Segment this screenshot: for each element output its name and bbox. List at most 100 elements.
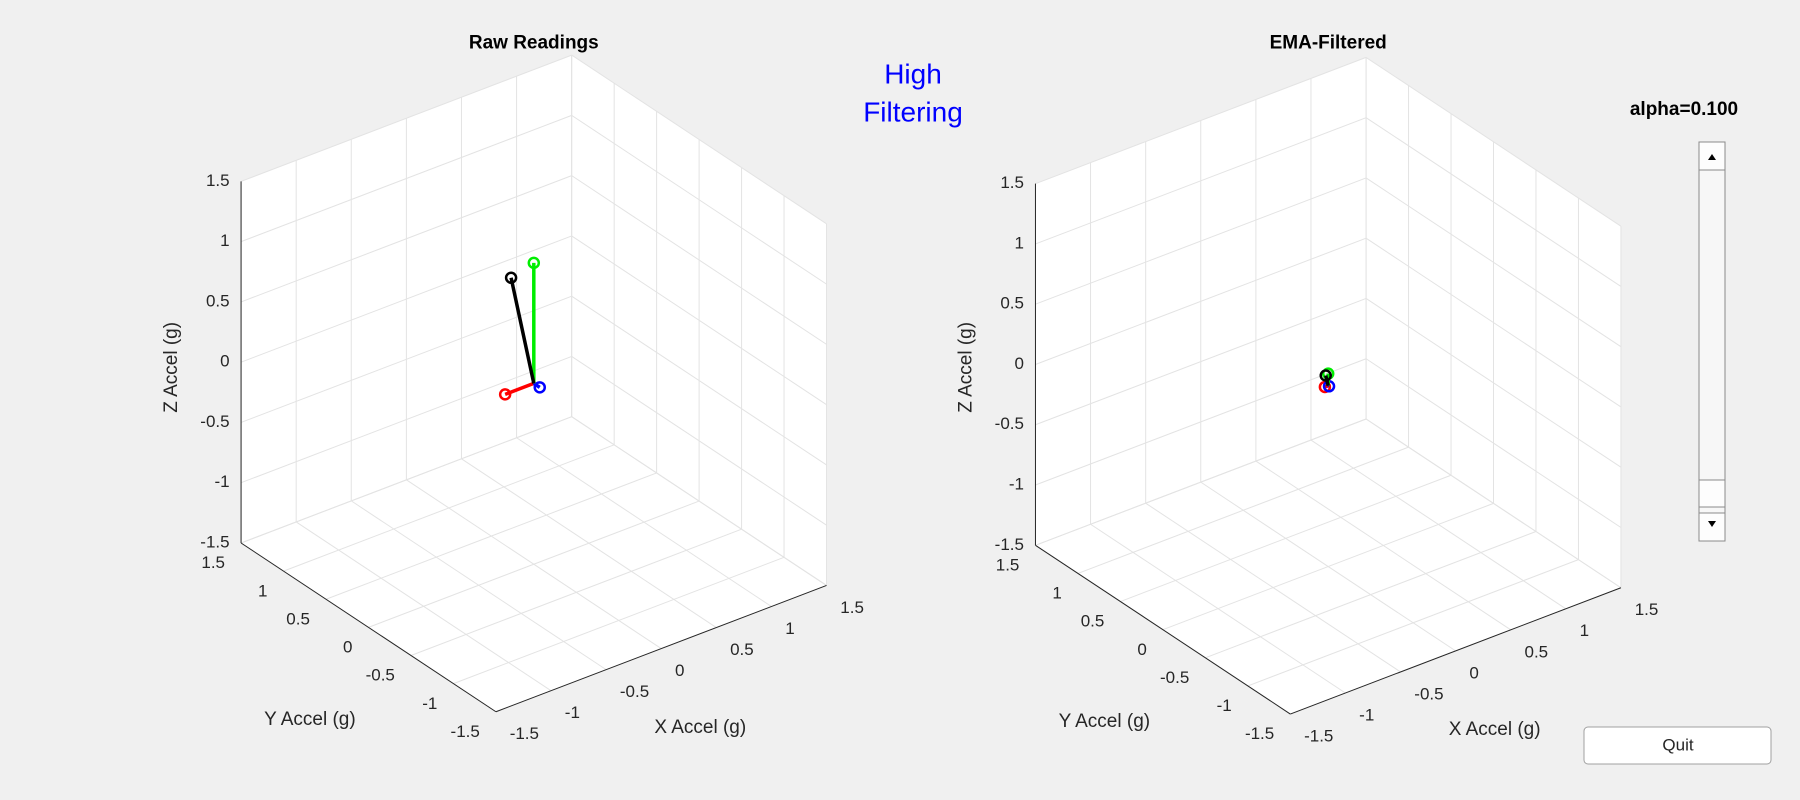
x-tick-label: 0	[1469, 663, 1478, 682]
vector-tip	[527, 256, 541, 270]
y-tick-label: -1	[422, 694, 437, 713]
x-tick-label: 1	[1580, 621, 1589, 640]
grid-line	[1365, 177, 1622, 348]
x-tick-label: -1	[1359, 705, 1374, 724]
y-tick-label: -1.5	[451, 722, 480, 741]
axes-3d: -1.5-1-0.500.511.5-1.5-1-0.500.511.5-1.5…	[956, 33, 1659, 746]
x-tick-label: 1	[785, 619, 794, 638]
z-tick-label: 0	[1015, 354, 1024, 373]
grid-line	[453, 556, 785, 685]
z-tick-label: -1.5	[200, 532, 229, 551]
x-tick-label: -1	[565, 703, 580, 722]
grid-line	[571, 54, 827, 225]
grid-line	[571, 235, 827, 406]
y-axis-label: Y Accel (g)	[1059, 711, 1151, 732]
z-tick-label: 1	[1015, 233, 1024, 252]
grid-line	[1247, 559, 1579, 687]
y-tick-label: 1.5	[996, 555, 1020, 574]
grid-line	[1365, 56, 1622, 227]
vector-line	[1324, 384, 1329, 389]
grid-line	[1035, 298, 1367, 426]
slider-thumb[interactable]	[1698, 479, 1726, 508]
vector-tip	[1319, 369, 1332, 382]
y-tick-label: 1	[1052, 584, 1061, 603]
grid-line	[1035, 177, 1367, 305]
z-tick-label: 1.5	[1000, 173, 1024, 192]
slider-label: alpha=0.100	[1630, 99, 1738, 120]
z-axis-label: Z Accel (g)	[956, 322, 977, 413]
grid-line	[240, 175, 572, 303]
grid-line	[1035, 418, 1367, 546]
vector-tip	[498, 388, 512, 401]
grid-line	[1365, 117, 1622, 287]
z-tick-label: 1.5	[206, 171, 230, 190]
x-tick-label: -1.5	[1304, 726, 1333, 745]
y-tick-label: 0	[1137, 640, 1146, 659]
grid-line	[1365, 237, 1622, 408]
x-tick-label: -0.5	[1414, 684, 1443, 703]
x-tick-label: 0.5	[1524, 642, 1548, 661]
grid-line	[1205, 531, 1537, 659]
arrow-icon	[1708, 154, 1716, 160]
axis-line	[1290, 587, 1622, 715]
x-tick-label: 1.5	[1635, 600, 1659, 619]
y-tick-label: -0.5	[366, 666, 395, 685]
grid-line	[571, 416, 827, 586]
slider[interactable]	[1698, 141, 1726, 542]
button-label[interactable]: Quit	[1662, 735, 1693, 754]
z-axis-label: Z Accel (g)	[161, 322, 182, 413]
y-tick-label: 0	[343, 638, 352, 657]
grid-line	[1120, 474, 1452, 602]
z-tick-label: 1	[220, 231, 229, 250]
axis-line	[240, 542, 497, 713]
x-tick-label: -1.5	[510, 724, 539, 743]
grid-line	[1365, 418, 1622, 589]
grid-line	[325, 472, 657, 600]
z-tick-label: 0.5	[206, 291, 230, 310]
z-tick-label: -1	[1009, 474, 1024, 493]
grid-line	[1035, 56, 1367, 185]
grid-line	[1035, 237, 1367, 365]
z-tick-label: -1	[214, 472, 229, 491]
x-tick-label: 0.5	[730, 640, 754, 659]
quit-button[interactable]: Quit	[1583, 726, 1772, 765]
z-tick-label: -0.5	[995, 414, 1024, 433]
grid-line	[283, 444, 615, 572]
y-tick-label: 0.5	[286, 609, 310, 628]
grid-line	[571, 356, 827, 526]
grid-line	[240, 355, 572, 484]
grid-line	[1035, 358, 1367, 486]
x-tick-label: 0	[675, 661, 684, 680]
grid-line	[368, 500, 700, 628]
arrow-icon	[1708, 521, 1716, 527]
y-tick-label: -1	[1217, 696, 1232, 715]
axis-line	[1035, 544, 1291, 715]
y-axis-label: Y Accel (g)	[264, 709, 356, 730]
grid-line	[240, 235, 572, 363]
x-axis-label: X Accel (g)	[1449, 719, 1541, 740]
y-tick-label: -1.5	[1245, 724, 1274, 743]
y-tick-label: 1.5	[201, 553, 225, 572]
button-face[interactable]	[1583, 726, 1772, 765]
grid-line	[1365, 298, 1622, 468]
vector-tip	[533, 381, 546, 394]
y-tick-label: 0.5	[1081, 612, 1105, 631]
status-text: Filtering	[863, 96, 963, 127]
grid-line	[410, 528, 742, 656]
status-text: High	[884, 58, 942, 89]
vector-line	[509, 277, 536, 384]
axis-line	[495, 584, 827, 713]
grid-line	[240, 295, 572, 423]
z-tick-label: -1.5	[995, 535, 1024, 554]
axes-title: Raw Readings	[469, 33, 599, 54]
x-tick-label: -0.5	[620, 682, 649, 701]
grid-line	[571, 295, 827, 466]
grid-line	[1365, 358, 1622, 528]
y-tick-label: -0.5	[1160, 668, 1189, 687]
grid-line	[1162, 502, 1494, 631]
slider-track[interactable]	[1698, 141, 1726, 542]
z-tick-label: 0.5	[1000, 294, 1024, 313]
z-tick-label: 0	[220, 352, 229, 371]
x-axis-label: X Accel (g)	[654, 717, 746, 738]
